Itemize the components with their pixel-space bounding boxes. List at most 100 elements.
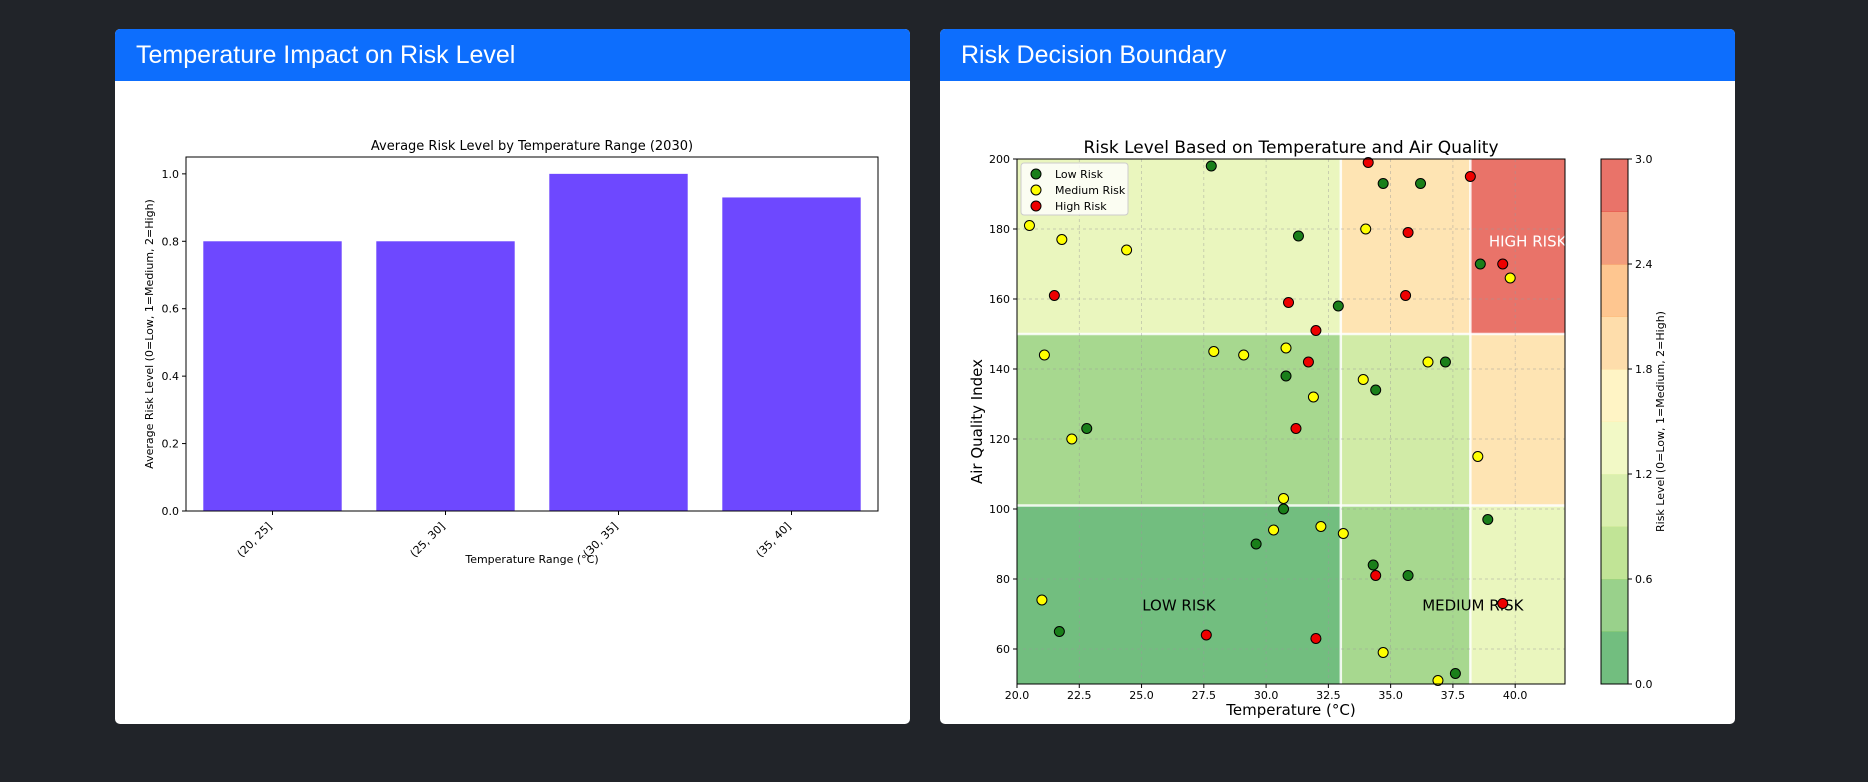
risk-boundary-header: Risk Decision Boundary (940, 29, 1735, 81)
temperature-impact-header: Temperature Impact on Risk Level (115, 29, 910, 81)
risk-region (1340, 159, 1471, 334)
x-axis-label: Temperature Range (°C) (464, 553, 598, 566)
risk-region (1017, 334, 1341, 506)
bar (722, 197, 861, 511)
data-point (1048, 290, 1060, 301)
colorbar-segment (1601, 579, 1628, 632)
data-point (1504, 272, 1516, 284)
x-tick-label: 20.0 (1005, 689, 1030, 702)
y-tick-label: 80 (996, 573, 1010, 586)
colorbar-tick-label: 2.4 (1635, 258, 1653, 271)
colorbar-segment (1601, 211, 1628, 265)
chart-title: Average Risk Level by Temperature Range … (371, 139, 693, 154)
y-tick-label: 0.8 (162, 235, 180, 248)
data-point (1415, 178, 1427, 189)
data-point (1370, 384, 1382, 396)
legend-label: Low Risk (1055, 168, 1104, 181)
x-tick-label: 30.0 (1254, 689, 1279, 702)
data-point (1056, 234, 1068, 245)
y-tick-label: 180 (989, 223, 1010, 236)
data-point (1200, 629, 1212, 641)
data-point (1332, 300, 1344, 312)
bar (203, 241, 342, 512)
data-point (1290, 423, 1302, 434)
colorbar-tick-label: 1.2 (1635, 468, 1653, 481)
x-tick-label: 22.5 (1067, 689, 1092, 702)
data-point (1357, 374, 1369, 385)
y-axis-label: Air Quality Index (968, 359, 986, 484)
x-tick-label: (35, 40] (754, 520, 794, 560)
data-point (1497, 258, 1509, 270)
colorbar-frame (1600, 158, 1629, 685)
colorbar-tick-label: 1.8 (1635, 363, 1653, 376)
y-tick-label: 1.0 (162, 168, 180, 181)
x-tick-label: 27.5 (1192, 689, 1217, 702)
x-tick-label: 37.5 (1441, 689, 1466, 702)
legend: Low Risk Medium Risk High Risk (1020, 162, 1129, 216)
colorbar-segment (1601, 264, 1628, 317)
data-point (1208, 346, 1220, 357)
legend-box (1020, 162, 1129, 216)
data-point (1280, 370, 1292, 382)
y-tick-label: 120 (989, 433, 1010, 446)
legend-marker (1030, 200, 1042, 212)
data-point (1036, 594, 1048, 606)
data-point (1370, 570, 1382, 581)
region-label: MEDIUM RISK (1422, 597, 1524, 615)
data-point (1023, 220, 1035, 231)
data-point (1360, 223, 1372, 235)
x-tick-label: (20, 25] (235, 520, 275, 560)
temperature-impact-card: Temperature Impact on Risk Level Average… (115, 29, 910, 724)
x-tick-label: 40.0 (1503, 689, 1528, 702)
data-point (1400, 290, 1412, 301)
data-point (1402, 227, 1414, 238)
data-point (1066, 433, 1078, 445)
region-label: HIGH RISK (1489, 233, 1568, 251)
y-axis-label: Average Risk Level (0=Low, 1=Medium, 2=H… (143, 199, 156, 469)
colorbar-segment (1601, 631, 1628, 685)
plot-frame (1016, 158, 1566, 685)
y-tick-label: 0.6 (162, 303, 180, 316)
data-point (1464, 171, 1476, 182)
legend-label: High Risk (1055, 200, 1107, 213)
y-tick-label: 100 (989, 503, 1010, 516)
x-tick-label: 32.5 (1316, 689, 1341, 702)
y-tick-label: 0.0 (162, 505, 180, 518)
colorbar-segment (1601, 159, 1628, 212)
data-point (1439, 356, 1451, 368)
data-point (1402, 570, 1414, 581)
legend-marker (1030, 184, 1042, 196)
data-point (1337, 528, 1349, 539)
colorbar-segment (1601, 421, 1628, 475)
data-point (1121, 244, 1133, 256)
colorbar-segment (1601, 369, 1628, 422)
bar (549, 173, 688, 511)
bar-chart: Average Risk Level by Temperature Range … (143, 139, 879, 566)
x-tick-label: 25.0 (1129, 689, 1154, 702)
y-tick-label: 60 (996, 643, 1010, 656)
data-point (1362, 157, 1374, 168)
risk-region (1470, 334, 1565, 506)
risk-region (1017, 505, 1341, 684)
risk-region (1340, 505, 1471, 684)
data-point (1053, 626, 1065, 637)
data-point (1038, 349, 1050, 361)
colorbar-tick-label: 0.0 (1635, 678, 1653, 691)
y-tick-label: 0.4 (162, 370, 180, 383)
data-point (1250, 538, 1262, 550)
risk-region (1470, 505, 1565, 684)
data-point (1367, 559, 1379, 571)
data-point (1292, 230, 1304, 242)
y-tick-label: 160 (989, 293, 1010, 306)
data-point (1307, 391, 1319, 403)
data-point (1497, 598, 1509, 609)
y-tick-label: 140 (989, 363, 1010, 376)
data-point (1449, 668, 1461, 679)
legend-label: Medium Risk (1055, 184, 1126, 197)
data-point (1474, 258, 1486, 270)
data-point (1283, 297, 1295, 308)
data-point (1302, 356, 1314, 368)
data-point (1280, 342, 1292, 354)
data-point (1268, 524, 1280, 536)
data-point (1432, 675, 1444, 686)
